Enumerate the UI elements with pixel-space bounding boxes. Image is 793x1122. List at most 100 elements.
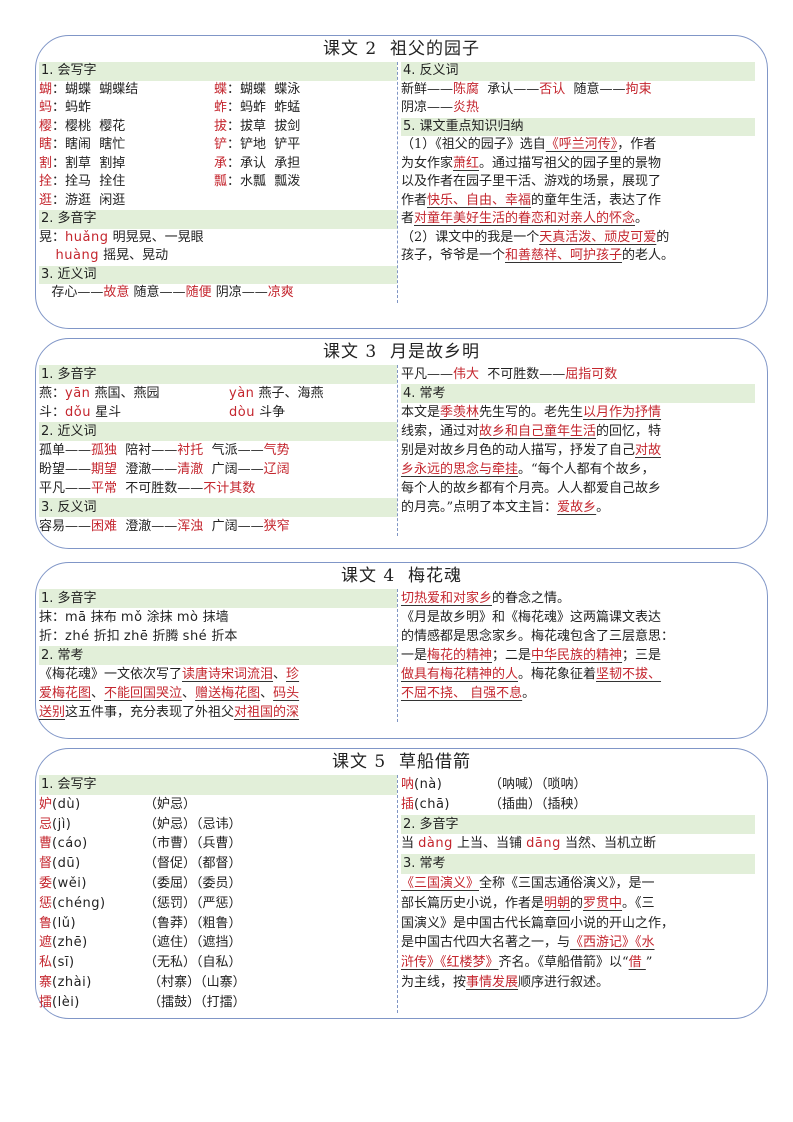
highlight-text: 割 bbox=[39, 155, 53, 171]
text: 这五件事，充分表现了外祖父 bbox=[65, 705, 235, 720]
text: 每个人的故乡都有个月亮。人人都爱自己故乡 bbox=[400, 481, 661, 496]
line-cell: 插(chā) bbox=[401, 795, 489, 815]
text: 斗： bbox=[39, 405, 66, 420]
text-line: 的情感都是思念家乡。梅花魂包含了三层意思： bbox=[401, 627, 755, 646]
text-line: 新鲜——陈腐 承认——否认 随意——拘束 bbox=[401, 81, 755, 100]
text: 的老人。 bbox=[622, 248, 675, 263]
pinyin: (cáo) bbox=[52, 836, 88, 852]
key-answer: 坚韧不拔、 bbox=[596, 667, 662, 682]
highlight-text: 呐 bbox=[400, 777, 414, 792]
text: 、 bbox=[91, 686, 105, 701]
line-cell: 曹(cáo) bbox=[39, 834, 144, 854]
highlight-text: dāng bbox=[526, 836, 561, 852]
text: 齐名。《草船借箭》以“ bbox=[498, 955, 629, 971]
highlight-text: 炎热 bbox=[453, 100, 480, 115]
line-cell: （插曲）（插秧） bbox=[489, 795, 587, 815]
text: 部长篇历史小说，作者是 bbox=[400, 895, 544, 911]
key-answer: 季羡林 bbox=[440, 405, 480, 420]
text: ：割草 割掉 bbox=[52, 155, 126, 171]
highlight-text: dǒu bbox=[65, 405, 91, 420]
pinyin: (chéng) bbox=[52, 895, 106, 911]
line-cell: 惩(chéng) bbox=[39, 894, 144, 914]
key-answer: 梅花的精神 bbox=[427, 648, 493, 663]
highlight-text: 委 bbox=[39, 875, 53, 891]
line-cell: 擂(lèi) bbox=[39, 993, 144, 1013]
text-line: （2）课文中的我是一个天真活泼、顽皮可爱的 bbox=[401, 229, 755, 248]
text: 涂抹 bbox=[142, 610, 177, 625]
text: 折腾 bbox=[148, 629, 183, 644]
line-cell: 晃：huǎng 明晃晃、一晃眼 bbox=[39, 229, 214, 248]
text: 。《三 bbox=[622, 895, 655, 911]
line-cell: 折：zhé 折扣 zhē 折腾 shé 折本 bbox=[39, 627, 237, 646]
highlight-text: 蝶 bbox=[214, 81, 228, 97]
text: （擂鼓）（打擂） bbox=[144, 994, 246, 1010]
highlight-text: 忌 bbox=[39, 816, 53, 832]
section-header: 1. 会写字 bbox=[39, 775, 397, 795]
line-cell: 逛：游逛 闲逛 bbox=[39, 192, 214, 211]
key-answer: 萧红 bbox=[453, 155, 480, 171]
highlight-text: huàng bbox=[55, 248, 99, 263]
pinyin: (zhài) bbox=[52, 974, 92, 990]
key-answer: 明朝 bbox=[544, 895, 571, 911]
section-header: 1. 会写字 bbox=[39, 62, 397, 81]
key-answer: 对童年美好生活的眷恋和对亲人的怀念 bbox=[414, 211, 636, 226]
text: 澄澈—— bbox=[117, 462, 178, 477]
line-cell: 本文是季羡林先生写的。老先生以月作为抒情 bbox=[401, 403, 661, 422]
section-header: 4. 常考 bbox=[400, 384, 755, 403]
line-cell: 私(sī) bbox=[39, 953, 144, 973]
highlight-text: 拔 bbox=[214, 118, 228, 134]
highlight-text: 铲 bbox=[214, 137, 228, 152]
text: ：蝴蝶 蝴蝶结 bbox=[52, 81, 139, 97]
text: 。“每个人都有个故乡， bbox=[518, 462, 655, 477]
line-cell: 切热爱和对家乡的眷念之情。 bbox=[401, 589, 570, 608]
text: （1）《祖父的园子》选自 bbox=[400, 137, 546, 152]
text: （督促）（都督） bbox=[144, 856, 242, 872]
key-answer: 不屈不挠、 自强不息 bbox=[400, 686, 523, 701]
text: 盼望—— bbox=[39, 462, 92, 477]
text: 折本 bbox=[207, 629, 238, 644]
text-line: 部长篇历史小说，作者是明朝的罗贯中。《三 bbox=[401, 894, 755, 914]
text: （惩罚）（严惩） bbox=[144, 895, 242, 911]
line-cell: （督促）（都督） bbox=[144, 854, 242, 874]
key-answer: 以月作为抒情 bbox=[583, 405, 662, 420]
section-header: 2. 常考 bbox=[39, 646, 397, 665]
key-answer: 《三国演义》 bbox=[400, 875, 479, 891]
text: 明晃晃、一晃眼 bbox=[108, 229, 204, 245]
line-cell: （擂鼓）（打擂） bbox=[144, 993, 246, 1013]
text: 、 bbox=[182, 686, 196, 701]
line-cell: 作者快乐、自由、幸福的童年生活，表达了作 bbox=[401, 192, 661, 211]
key-answer: 送别 bbox=[39, 705, 66, 720]
left-column: 1. 多音字 燕：yān 燕国、燕园 yàn 燕子、海燕 斗：dǒu 星斗 dòu 斗争… bbox=[39, 365, 397, 536]
key-answer: 珍 bbox=[286, 667, 300, 682]
text: 斗争 bbox=[254, 405, 286, 420]
line-cell: 寨(zhài) bbox=[39, 973, 144, 993]
text-line: 存心——故意 随意——随便 阴凉——凉爽 bbox=[39, 284, 397, 303]
key-answer: 快乐、自由、幸福 bbox=[427, 192, 532, 208]
text-line: 私(sī) （无私）（自私） bbox=[39, 953, 397, 973]
key-answer: 不能回国哭泣 bbox=[104, 686, 183, 701]
text: 。通过描写祖父的园子里的景物 bbox=[479, 155, 662, 171]
text: 《月是故乡明》和《梅花魂》这两篇课文表达 bbox=[400, 610, 661, 625]
line-cell: 妒(dù) bbox=[39, 795, 144, 815]
text: 的回忆，特 bbox=[596, 424, 662, 439]
text-line: 割：割草 割掉 承：承认 承担 bbox=[39, 155, 397, 174]
text: ；二是 bbox=[492, 648, 532, 663]
text-line: 斗：dǒu 星斗 dòu 斗争 bbox=[39, 403, 397, 422]
line-cell: 的情感都是思念家乡。梅花魂包含了三层意思： bbox=[401, 627, 674, 646]
highlight-text: 瓢 bbox=[214, 174, 228, 189]
text: （鲁莽）（粗鲁） bbox=[144, 915, 242, 931]
key-answer: 《西游记》《水 bbox=[570, 935, 655, 951]
highlight-text: 寨 bbox=[39, 974, 53, 990]
text: ：蝴蝶 蝶泳 bbox=[227, 81, 301, 97]
text: ：铲地 铲平 bbox=[227, 137, 301, 152]
left-column: 1. 会写字 蝴：蝴蝶 蝴蝶结 蝶：蝴蝶 蝶泳 蚂：蚂蚱 蚱：蚂蚱 蚱蜢 樱：樱桃 樱花拔… bbox=[39, 62, 397, 303]
key-answer: 对祖国的深 bbox=[234, 705, 300, 720]
text: 孩子，爷爷是一个 bbox=[400, 248, 505, 263]
line-cell: 是中国古代四大名著之一，与《西游记》《水 bbox=[401, 933, 655, 953]
text-line: 樱：樱桃 樱花 拔：拔草 拔剑 bbox=[39, 118, 397, 137]
highlight-text: 狭窄 bbox=[263, 519, 290, 534]
text-line: 别是对故乡月色的动人描写，抒发了自己对故 bbox=[401, 441, 755, 460]
line-cell: 遮(zhē) bbox=[39, 933, 144, 953]
text-line: 国演义》是中国古代长篇章回小说的开山之作， bbox=[401, 914, 755, 934]
highlight-text: 伟大 bbox=[453, 367, 480, 382]
